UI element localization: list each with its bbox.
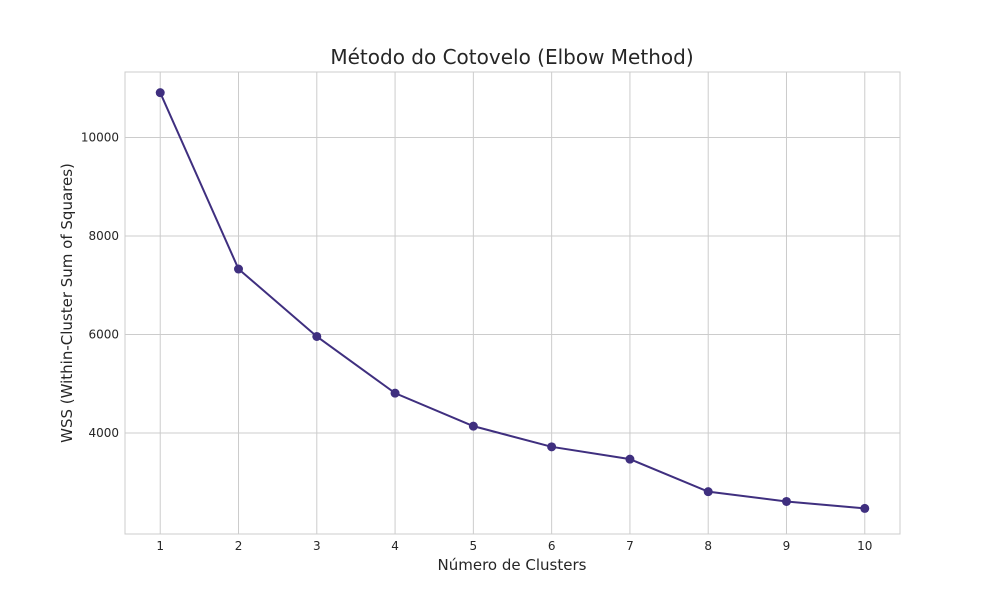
data-point [860, 503, 870, 513]
x-ticks: 1 2 3 4 5 6 7 8 9 10 [156, 539, 872, 553]
x-tick-label: 10 [857, 539, 872, 553]
y-tick-label: 4000 [88, 426, 119, 440]
x-axis-label: Número de Clusters [438, 556, 587, 574]
data-point [155, 88, 165, 98]
series-line [159, 92, 865, 510]
grid [125, 72, 900, 534]
y-tick-label: 6000 [88, 328, 119, 342]
y-ticks: 4000 6000 8000 10000 [81, 131, 119, 441]
data-point [781, 496, 791, 506]
y-axis-label: WSS (Within-Cluster Sum of Squares) [58, 163, 76, 443]
x-tick-label: 4 [391, 539, 399, 553]
x-tick-label: 3 [313, 539, 321, 553]
data-point [703, 487, 713, 497]
data-point [390, 388, 400, 398]
y-tick-label: 8000 [88, 229, 119, 243]
x-tick-label: 8 [704, 539, 712, 553]
plot-frame [124, 71, 901, 535]
data-point [625, 454, 635, 464]
data-point [234, 264, 244, 274]
data-point [312, 331, 322, 341]
y-tick-label: 10000 [81, 131, 119, 145]
data-point [547, 442, 557, 452]
x-tick-label: 1 [156, 539, 164, 553]
x-tick-label: 7 [626, 539, 634, 553]
series-group [155, 88, 870, 513]
x-tick-label: 9 [783, 539, 791, 553]
chart-title: Método do Cotovelo (Elbow Method) [330, 45, 693, 69]
data-point [468, 421, 478, 431]
x-tick-label: 5 [470, 539, 478, 553]
x-tick-label: 2 [235, 539, 243, 553]
x-tick-label: 6 [548, 539, 556, 553]
